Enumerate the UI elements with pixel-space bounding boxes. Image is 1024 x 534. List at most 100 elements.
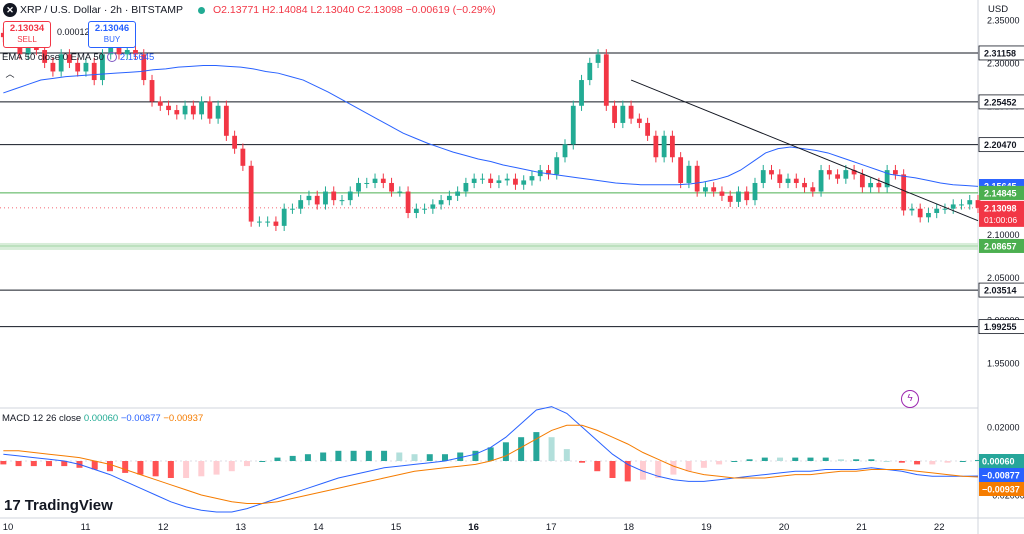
candle-body: [570, 105, 576, 145]
price-tick-label: 2.05000: [987, 273, 1020, 283]
buy-button[interactable]: 2.13046 BUY: [88, 21, 136, 48]
macd-hist-bar: [944, 461, 951, 463]
macd-hist-bar: [381, 450, 388, 461]
tradingview-logo[interactable]: 17 TradingView: [4, 497, 113, 514]
candle-body: [843, 170, 849, 179]
macd-hist-bar: [61, 461, 68, 467]
xrp-logo-icon: ✕: [3, 3, 17, 17]
candle-body: [256, 221, 262, 223]
candle-body: [50, 62, 56, 72]
price-badge-label: 2.13098: [984, 203, 1017, 213]
candle-body: [124, 50, 130, 55]
candle-body: [149, 80, 155, 102]
macd-hist-bar: [655, 461, 662, 478]
macd-hist-bar: [304, 454, 311, 461]
price-tick-label: 2.30000: [987, 58, 1020, 68]
candle-body: [818, 170, 824, 192]
candle-body: [537, 170, 543, 177]
macd-hist-bar: [106, 461, 113, 472]
candle-body: [529, 176, 535, 181]
macd-hist-bar: [396, 452, 403, 461]
macd-hist-bar: [670, 461, 677, 475]
macd-hist-bar: [594, 461, 601, 472]
candle-body: [389, 182, 394, 192]
candle-body: [446, 195, 452, 201]
level-badge-label: 2.20470: [984, 140, 1017, 150]
trendline: [630, 79, 979, 222]
sell-button[interactable]: 2.13034 SELL: [3, 21, 51, 48]
time-tick-label: 22: [934, 522, 945, 533]
candle-body: [703, 187, 708, 192]
macd-hist-bar: [198, 461, 205, 477]
candle-body: [884, 170, 890, 188]
macd-hist-bar: [411, 454, 418, 461]
macd-legend[interactable]: MACD 12 26 close 0.00060 −0.00877 −0.009…: [2, 413, 203, 424]
candle-body: [893, 170, 898, 175]
currency-label[interactable]: USD: [988, 4, 1009, 15]
level-badge: [979, 238, 1024, 253]
lightning-icon[interactable]: ϟ: [901, 390, 919, 408]
candle-body: [273, 221, 279, 226]
macd-hist-bar: [624, 461, 631, 482]
macd-hist-bar: [914, 461, 921, 465]
macd-hist-bar: [959, 461, 966, 462]
macd-hist-bar: [929, 461, 936, 465]
candle-body: [364, 182, 370, 184]
candle-body: [463, 182, 469, 192]
macd-hist-bar: [365, 450, 372, 461]
candle-body: [777, 174, 783, 183]
candle-body: [603, 54, 609, 106]
candle-body: [975, 200, 981, 208]
level-badge: [978, 45, 1024, 61]
ema-label: EMA 50 close 0 EMA 50: [2, 52, 104, 63]
macd-signal-value: −0.00937: [163, 413, 204, 424]
indicator-settings-icon[interactable]: [106, 52, 117, 63]
macd-hist-bar: [274, 457, 281, 461]
candle-body: [950, 204, 956, 209]
level-badge-label: 2.31158: [984, 48, 1016, 58]
time-tick-label: 21: [856, 522, 867, 533]
macd-hist-bar: [822, 457, 829, 461]
support-zone: [0, 242, 978, 250]
macd-hist-bar: [0, 461, 7, 465]
macd-badge-label: −0.00937: [982, 485, 1020, 495]
candle-body: [331, 191, 337, 201]
candle-body: [752, 182, 758, 201]
macd-hist-bar: [853, 459, 860, 461]
candle-body: [133, 50, 138, 55]
level-badge: [978, 319, 1024, 335]
macd-hist-bar: [837, 459, 844, 461]
ema-legend[interactable]: EMA 50 close 0 EMA 50 2.15645: [2, 52, 154, 63]
time-tick-label: 17: [546, 522, 557, 533]
level-badge-label: 2.03514: [984, 286, 1017, 296]
signal-line: [3, 424, 979, 504]
candle-body: [909, 208, 915, 211]
candle-body: [413, 208, 419, 213]
candle-body: [595, 54, 601, 63]
time-tick-label: 18: [624, 522, 635, 533]
macd-hist-bar: [122, 461, 129, 473]
candle-body: [785, 178, 791, 183]
macd-hist-bar: [441, 454, 448, 461]
macd-hist-bar: [167, 461, 174, 478]
candle-body: [58, 54, 64, 72]
macd-hist-value: 0.00060: [83, 413, 119, 424]
candle-body: [669, 135, 675, 158]
macd-label: MACD 12 26 close: [2, 413, 82, 424]
chevron-up-icon[interactable]: ︿: [5, 69, 15, 79]
candle-body: [25, 45, 31, 55]
level-badge: [978, 137, 1024, 153]
candle-body: [562, 144, 568, 158]
macd-hist-bar: [244, 461, 251, 467]
ohlc-readout: O2.13771 H2.14084 L2.13040 C2.13098 −0.0…: [213, 4, 496, 16]
symbol-title[interactable]: XRP / U.S. Dollar · 2h · BITSTAMP: [20, 4, 183, 16]
candle-body: [504, 178, 510, 181]
macd-hist-bar: [213, 461, 220, 475]
candle-body: [513, 178, 518, 185]
macd-hist-bar: [579, 461, 586, 463]
macd-badge: [979, 482, 1024, 496]
buy-price: 2.13046: [94, 23, 130, 34]
spread-value: 0.00012: [57, 27, 90, 37]
candle-body: [339, 200, 345, 202]
